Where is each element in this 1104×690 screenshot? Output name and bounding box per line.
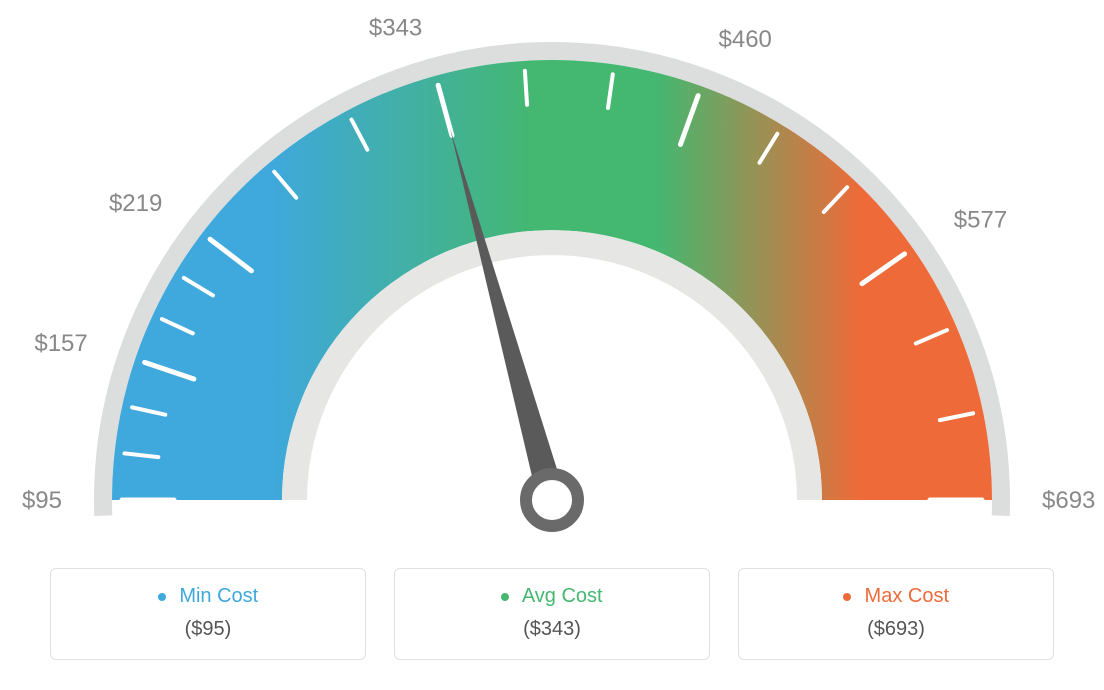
- legend-min-label: Min Cost: [179, 585, 258, 607]
- svg-text:$460: $460: [719, 26, 772, 53]
- legend-max: Max Cost ($693): [738, 568, 1054, 660]
- legend-max-value: ($693): [749, 618, 1043, 641]
- svg-text:$343: $343: [369, 14, 422, 41]
- legend-max-label: Max Cost: [865, 585, 949, 607]
- svg-text:$577: $577: [954, 207, 1007, 234]
- svg-text:$95: $95: [22, 487, 62, 514]
- legend-min-dot: [158, 593, 166, 601]
- legend-avg-label: Avg Cost: [522, 585, 603, 607]
- legend-avg: Avg Cost ($343): [394, 568, 710, 660]
- cost-gauge: $95 $157 $219 $343 $460 $577 $693: [0, 0, 1104, 560]
- svg-text:$693: $693: [1042, 487, 1095, 514]
- legend-avg-value: ($343): [405, 618, 699, 641]
- svg-text:$157: $157: [34, 330, 87, 357]
- legend-min-value: ($95): [61, 618, 355, 641]
- legend-max-dot: [843, 593, 851, 601]
- legend-min: Min Cost ($95): [50, 568, 366, 660]
- svg-text:$219: $219: [109, 190, 162, 217]
- legend-row: Min Cost ($95) Avg Cost ($343) Max Cost …: [50, 568, 1054, 660]
- legend-avg-dot: [501, 593, 509, 601]
